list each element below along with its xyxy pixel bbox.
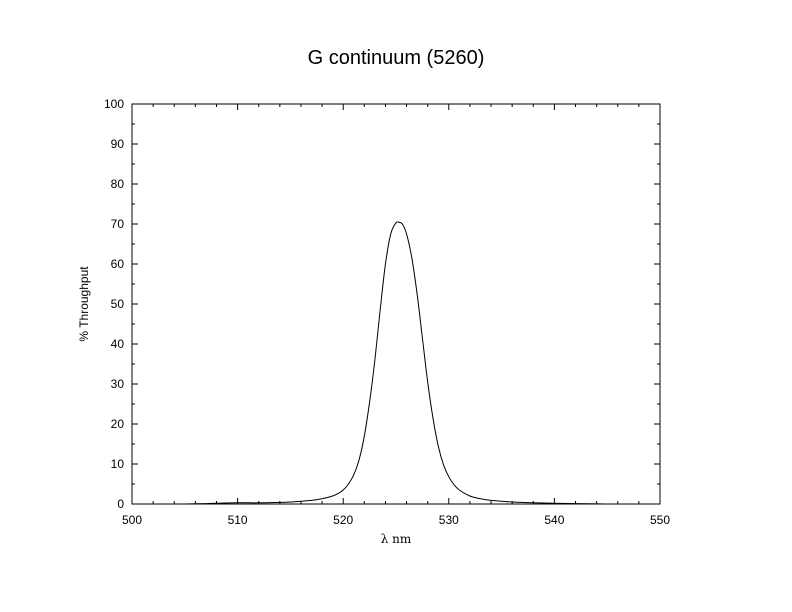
axis-ticks (131, 103, 661, 505)
plot-frame (131, 103, 661, 505)
tick-labels: 500 510 520 530 540 550 0 10 20 30 40 50 60 70 80 90 100 (104, 97, 670, 527)
x-tick-label: 520 (333, 513, 353, 527)
y-tick-label: 90 (111, 137, 125, 151)
x-axis-label: λ nm (381, 532, 412, 546)
x-tick-label: 550 (650, 513, 670, 527)
y-tick-label: 10 (111, 457, 125, 471)
y-axis-label: % Throughput (77, 266, 91, 342)
y-tick-label: 60 (111, 257, 125, 271)
x-tick-label: 510 (228, 513, 248, 527)
y-tick-label: 40 (111, 337, 125, 351)
y-tick-label: 70 (111, 217, 125, 231)
y-tick-label: 80 (111, 177, 125, 191)
x-tick-label: 530 (439, 513, 459, 527)
x-tick-label: 500 (122, 513, 142, 527)
y-tick-label: 0 (117, 497, 124, 511)
throughput-series-line (184, 221, 608, 505)
y-tick-label: 20 (111, 417, 125, 431)
chart-title: G continuum (5260) (308, 47, 485, 69)
y-tick-label: 30 (111, 377, 125, 391)
x-tick-label: 540 (544, 513, 564, 527)
y-tick-label: 50 (111, 297, 125, 311)
y-tick-label: 100 (104, 97, 124, 111)
